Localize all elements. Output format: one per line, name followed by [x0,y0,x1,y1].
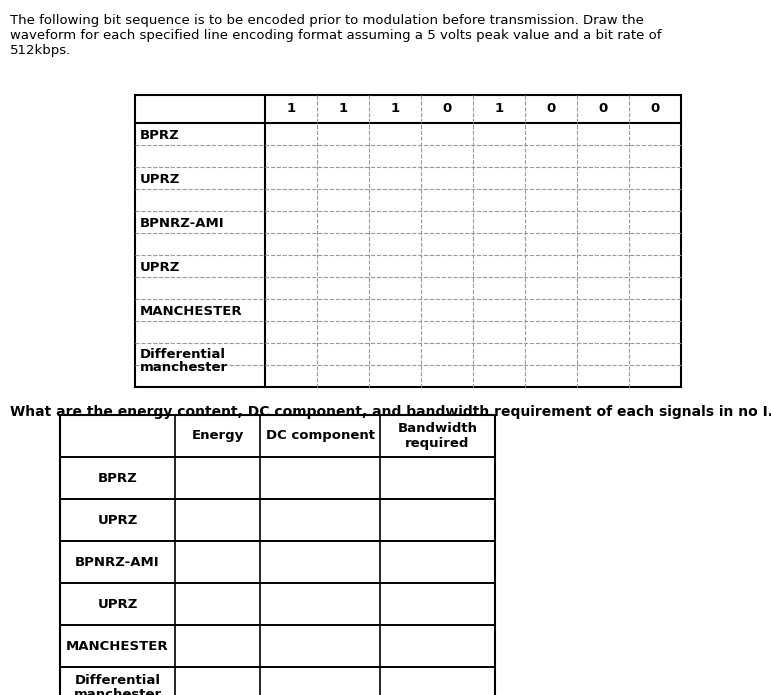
Text: 512kbps.: 512kbps. [10,44,71,57]
Text: required: required [406,436,470,450]
Text: BPRZ: BPRZ [140,129,180,142]
Text: 0: 0 [598,102,608,115]
Text: What are the energy content, DC component, and bandwidth requirement of each sig: What are the energy content, DC componen… [10,405,771,419]
Text: 0: 0 [443,102,452,115]
Text: BPNRZ-AMI: BPNRZ-AMI [76,555,160,569]
Bar [60,415,495,695]
Text: manchester: manchester [140,361,228,374]
Text: MANCHESTER: MANCHESTER [140,305,243,318]
Text: UPRZ: UPRZ [97,514,138,527]
Text: BPRZ: BPRZ [98,471,137,484]
Text: Bandwidth: Bandwidth [398,423,477,436]
Text: Differential: Differential [75,675,160,687]
Text: UPRZ: UPRZ [140,261,180,274]
Text: The following bit sequence is to be encoded prior to modulation before transmiss: The following bit sequence is to be enco… [10,14,644,27]
Text: MANCHESTER: MANCHESTER [66,639,169,653]
Text: waveform for each specified line encoding format assuming a 5 volts peak value a: waveform for each specified line encodin… [10,29,662,42]
Text: 1: 1 [287,102,295,115]
Text: Differential: Differential [140,348,226,361]
Text: BPNRZ-AMI: BPNRZ-AMI [140,217,224,230]
Text: DC component: DC component [265,430,375,443]
Text: 1: 1 [338,102,348,115]
Text: manchester: manchester [73,689,162,695]
Text: UPRZ: UPRZ [97,598,138,610]
Text: UPRZ: UPRZ [140,173,180,186]
Text: 0: 0 [651,102,660,115]
Text: 0: 0 [547,102,556,115]
Text: 1: 1 [494,102,503,115]
Text: 1: 1 [390,102,399,115]
Bar [135,95,681,387]
Text: Energy: Energy [191,430,244,443]
